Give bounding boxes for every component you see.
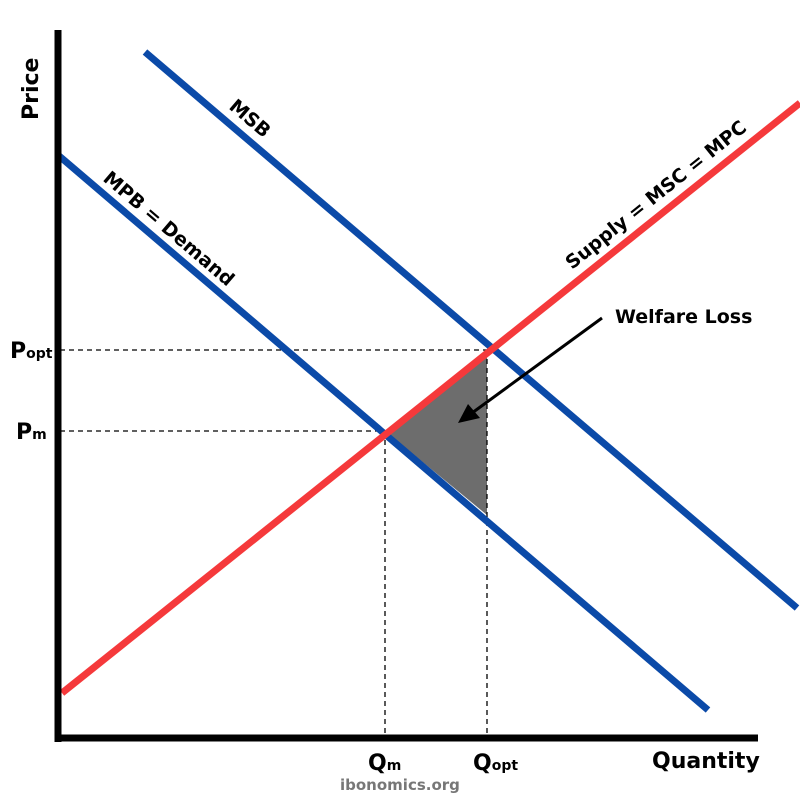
welfare-loss-label: Welfare Loss [615,306,752,328]
qm-label: Qm [368,751,401,776]
msb-curve [142,49,800,611]
msb-label: MSB [225,95,275,142]
watermark: ibonomics.org [340,776,460,794]
pm-label: Pm [16,420,47,445]
arrow-head-icon [458,404,480,423]
y-axis-label: Price [19,58,44,120]
popt-label: Popt [10,339,53,364]
supply-curve [59,100,800,696]
welfare-loss-arrow [471,316,603,415]
x-axis-label: Quantity [652,749,760,774]
mpb-label: MPB = Demand [99,167,239,291]
qopt-label: Qopt [473,751,518,776]
welfare-loss-area [385,350,487,515]
supply-label: Supply = MSC = MPC [561,116,751,274]
